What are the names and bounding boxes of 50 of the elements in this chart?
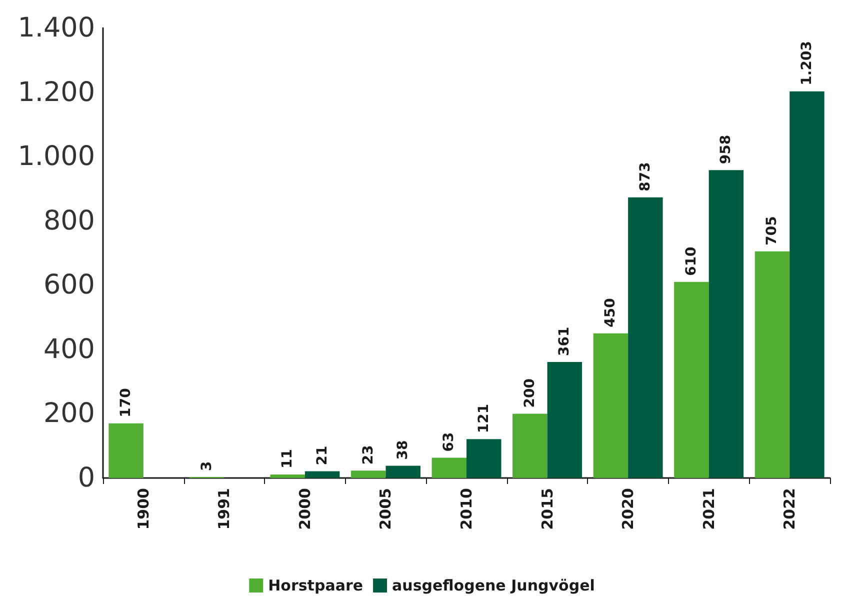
y-tick-label: 1.400 (18, 12, 95, 44)
x-tick-label: 1900 (134, 488, 152, 530)
y-tick-label: 400 (43, 334, 95, 365)
bar (674, 282, 709, 478)
y-tick-label: 1.000 (18, 141, 95, 172)
bar (350, 470, 386, 478)
data-label: 1.203 (798, 41, 815, 86)
bar (790, 91, 824, 478)
bar (270, 474, 305, 478)
bar (708, 170, 744, 478)
x-tick-label: 2015 (538, 488, 556, 530)
y-tick-label: 800 (43, 205, 95, 236)
data-label: 38 (395, 440, 412, 460)
data-label: 200 (522, 378, 538, 408)
x-tick-label: 1991 (215, 488, 234, 530)
bar (108, 423, 144, 478)
data-label: 3 (198, 461, 215, 472)
x-tick-label: 2000 (296, 488, 314, 530)
data-label: 361 (556, 326, 573, 356)
bar (386, 466, 420, 478)
bar (512, 414, 548, 478)
bar (628, 197, 663, 478)
x-tick-label: 2022 (780, 488, 799, 530)
y-tick-label: 0 (78, 462, 95, 494)
y-tick-label: 1.200 (18, 76, 95, 108)
data-label: 11 (280, 448, 296, 468)
data-label: 705 (764, 216, 780, 246)
data-label: 63 (441, 432, 458, 452)
data-label: 958 (718, 134, 734, 164)
x-tick-label: 2010 (458, 488, 476, 530)
bar (593, 333, 628, 478)
data-label: 450 (602, 298, 619, 328)
data-label: 873 (637, 162, 654, 192)
x-tick-label: 2005 (376, 488, 395, 530)
x-tick-label: 2020 (619, 488, 638, 530)
data-label: 170 (118, 388, 134, 418)
bar (432, 458, 466, 478)
data-label: 121 (476, 404, 492, 434)
data-label: 610 (683, 246, 700, 276)
bar (466, 439, 502, 478)
legend-label: Horstpaare (268, 576, 364, 594)
bar (304, 471, 340, 478)
x-tick-label: 2021 (700, 488, 718, 530)
bar (547, 362, 582, 478)
bar (754, 251, 790, 478)
data-label: 23 (360, 445, 376, 465)
legend-label: ausgeflogene Jungvögel (392, 576, 595, 594)
y-tick-label: 200 (43, 398, 95, 430)
y-tick-label: 600 (43, 270, 95, 301)
data-label: 21 (314, 446, 330, 466)
